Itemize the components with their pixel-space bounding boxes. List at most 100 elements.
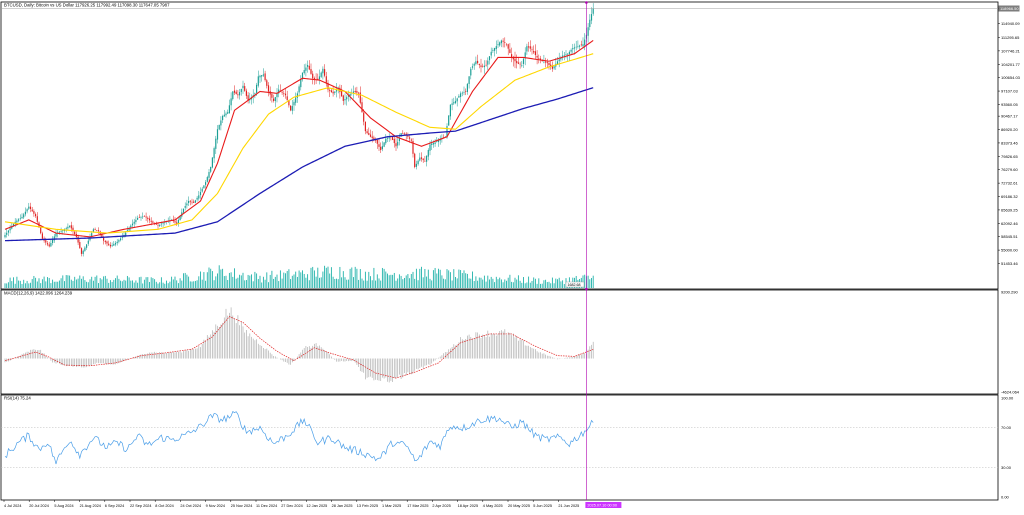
- volume-bar: [271, 270, 273, 288]
- volume-bar: [543, 280, 545, 288]
- candle-body: [407, 135, 409, 137]
- candle-body: [454, 100, 457, 104]
- candle-body: [40, 227, 42, 234]
- volume-bar: [50, 283, 52, 288]
- macd-header: MACD(12,26,9) 1422.096 1264.239: [4, 291, 73, 296]
- volume-bar: [349, 268, 351, 288]
- volume-bar: [152, 278, 154, 288]
- volume-bar: [487, 275, 489, 288]
- volume-bar: [511, 281, 513, 288]
- price-pane[interactable]: 114940.09 111295.65 107746.21 104201.77 1006…: [0, 1, 1021, 290]
- volume-bar: [288, 269, 290, 288]
- candle-body: [12, 223, 15, 227]
- volume-bar: [40, 283, 42, 288]
- candle-body: [233, 90, 236, 93]
- rsi-pane[interactable]: 100.00 70.00 30.00 0.00: [0, 394, 1014, 501]
- candle-body: [420, 157, 423, 159]
- volume-bar: [540, 283, 541, 288]
- rsi-line: [4, 411, 594, 465]
- price-axis-label: 104201.77: [1001, 62, 1021, 67]
- candle-body: [332, 91, 334, 94]
- volume-bar: [189, 281, 191, 288]
- volume-bar: [548, 281, 550, 288]
- volume-bar: [7, 282, 9, 288]
- candle-body: [266, 80, 268, 86]
- volume-bar: [419, 268, 421, 288]
- candle-body: [256, 84, 258, 93]
- volume-bar: [546, 282, 548, 288]
- candle-body: [383, 142, 385, 147]
- volume-bar: [507, 277, 509, 288]
- candle-body: [262, 74, 264, 76]
- time-axis-label: 27 Dec 2024: [281, 504, 303, 508]
- candle-body: [74, 231, 76, 235]
- candle-body: [324, 69, 326, 76]
- macd-pane[interactable]: 9200.290 -4624.064: [0, 290, 1020, 395]
- candle-body: [397, 141, 399, 146]
- price-axis-label: 72732.61: [1001, 181, 1018, 186]
- volume-bar: [545, 279, 547, 288]
- candle-body: [148, 218, 151, 221]
- candle-body: [55, 233, 57, 237]
- candle-body: [499, 42, 501, 46]
- volume-bar: [534, 278, 536, 288]
- candle-body: [177, 219, 179, 224]
- candle-body: [293, 101, 295, 106]
- candle-body: [103, 237, 105, 241]
- candle-body: [505, 43, 508, 45]
- volume-bar: [324, 265, 326, 288]
- volume-bar: [587, 275, 589, 288]
- volume-bar: [353, 277, 354, 288]
- candle-body: [196, 197, 198, 200]
- volume-bar: [239, 274, 241, 288]
- candle-body: [152, 221, 154, 223]
- candle-body: [434, 142, 436, 144]
- candle-body: [228, 105, 230, 114]
- volume-bar: [492, 278, 494, 288]
- volume-bar: [424, 268, 426, 288]
- candle-body: [264, 73, 266, 81]
- candle-body: [582, 44, 584, 47]
- volume-bar: [55, 281, 57, 288]
- volume-bar: [14, 283, 16, 288]
- candle-body: [346, 97, 348, 100]
- volume-bar: [312, 266, 314, 288]
- volume-bar: [164, 283, 166, 288]
- candle-body: [278, 89, 280, 94]
- candle-body: [334, 91, 336, 93]
- volume-bar: [438, 268, 439, 288]
- volume-bar: [392, 274, 394, 288]
- candle-body: [522, 58, 525, 64]
- volume-bar: [169, 281, 171, 288]
- volume-bar: [480, 277, 482, 288]
- volume-bar: [72, 280, 74, 288]
- volume-bar: [13, 277, 14, 288]
- candle-body: [131, 223, 134, 226]
- candle-body: [235, 91, 237, 94]
- candle-body: [26, 209, 28, 212]
- candle-body: [575, 46, 577, 48]
- volume-bar: [256, 273, 258, 288]
- candle-body: [222, 116, 224, 121]
- volume-bar: [400, 275, 402, 288]
- candle-body: [409, 137, 411, 139]
- candle-body: [159, 224, 161, 226]
- volume-bar: [319, 277, 320, 288]
- volume-bar: [439, 269, 441, 288]
- rsi-axis-label: 0.00: [1001, 495, 1010, 500]
- candle-body: [437, 139, 440, 143]
- volume-bar: [120, 280, 122, 288]
- price-axis-label: 90467.17: [1001, 114, 1018, 119]
- volume-bar: [388, 275, 390, 288]
- volume-bar: [205, 280, 207, 288]
- volume-bar: [116, 275, 118, 288]
- candle-body: [584, 39, 586, 46]
- volume-bar: [370, 276, 371, 288]
- price-axis-label: 58545.51: [1001, 234, 1018, 239]
- volume-bar: [206, 272, 208, 288]
- candle-body: [9, 228, 11, 231]
- volume-bar: [172, 279, 174, 288]
- candle-body: [572, 48, 574, 50]
